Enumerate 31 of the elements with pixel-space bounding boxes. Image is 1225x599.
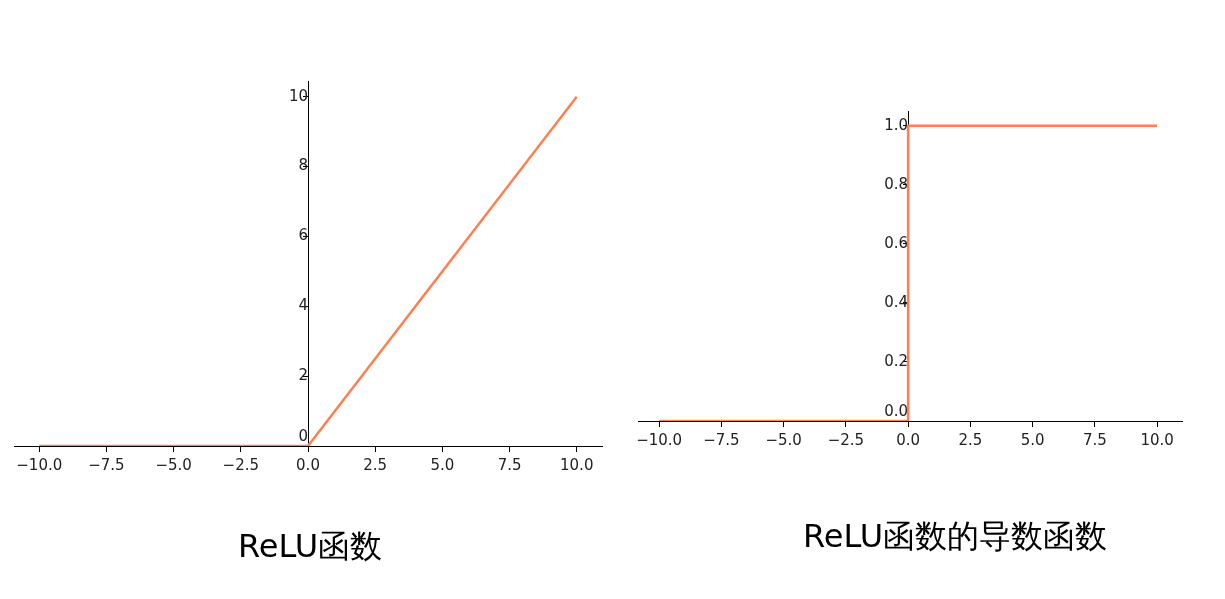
x-tick-label: 7.5 bbox=[497, 455, 522, 474]
y-tick-label: 0.6 bbox=[884, 233, 909, 252]
y-tick-label: 0 bbox=[298, 426, 308, 445]
y-tick-label: 4 bbox=[298, 296, 308, 315]
y-tick-label: 0.0 bbox=[884, 401, 909, 420]
x-tick-label: −5.0 bbox=[765, 430, 802, 449]
y-tick-label: 1.0 bbox=[884, 115, 909, 134]
y-tick-label: 8 bbox=[298, 156, 308, 175]
x-tick-label: 10.0 bbox=[560, 455, 594, 474]
y-tick-label: 10 bbox=[288, 86, 308, 105]
x-tick-label: −2.5 bbox=[222, 455, 260, 474]
x-tick-label: 2.5 bbox=[958, 430, 983, 449]
y-tick-label: 2 bbox=[298, 366, 308, 385]
x-tick-label: 2.5 bbox=[363, 455, 388, 474]
x-tick-label: −2.5 bbox=[827, 430, 865, 449]
y-tick-label: 0.8 bbox=[884, 174, 909, 193]
x-tick-label: 5.0 bbox=[1020, 430, 1045, 449]
text: ReLU函数 bbox=[237, 526, 383, 567]
x-tick-label: −10.0 bbox=[636, 430, 683, 449]
x-tick-label: −5.0 bbox=[155, 455, 192, 474]
text: ReLU函数的导数函数 bbox=[802, 516, 1108, 557]
x-tick-label: 5.0 bbox=[430, 455, 455, 474]
x-tick-label: −7.5 bbox=[703, 430, 740, 449]
y-tick-label: 6 bbox=[298, 226, 308, 245]
x-tick-label: 7.5 bbox=[1082, 430, 1107, 449]
x-tick-label: 0.0 bbox=[896, 430, 921, 449]
x-tick-label: −10.0 bbox=[16, 455, 63, 474]
y-tick-label: 0.4 bbox=[884, 292, 909, 311]
x-tick-label: −7.5 bbox=[88, 455, 125, 474]
x-tick-label: 10.0 bbox=[1140, 430, 1174, 449]
y-tick-label: 0.2 bbox=[884, 351, 909, 370]
